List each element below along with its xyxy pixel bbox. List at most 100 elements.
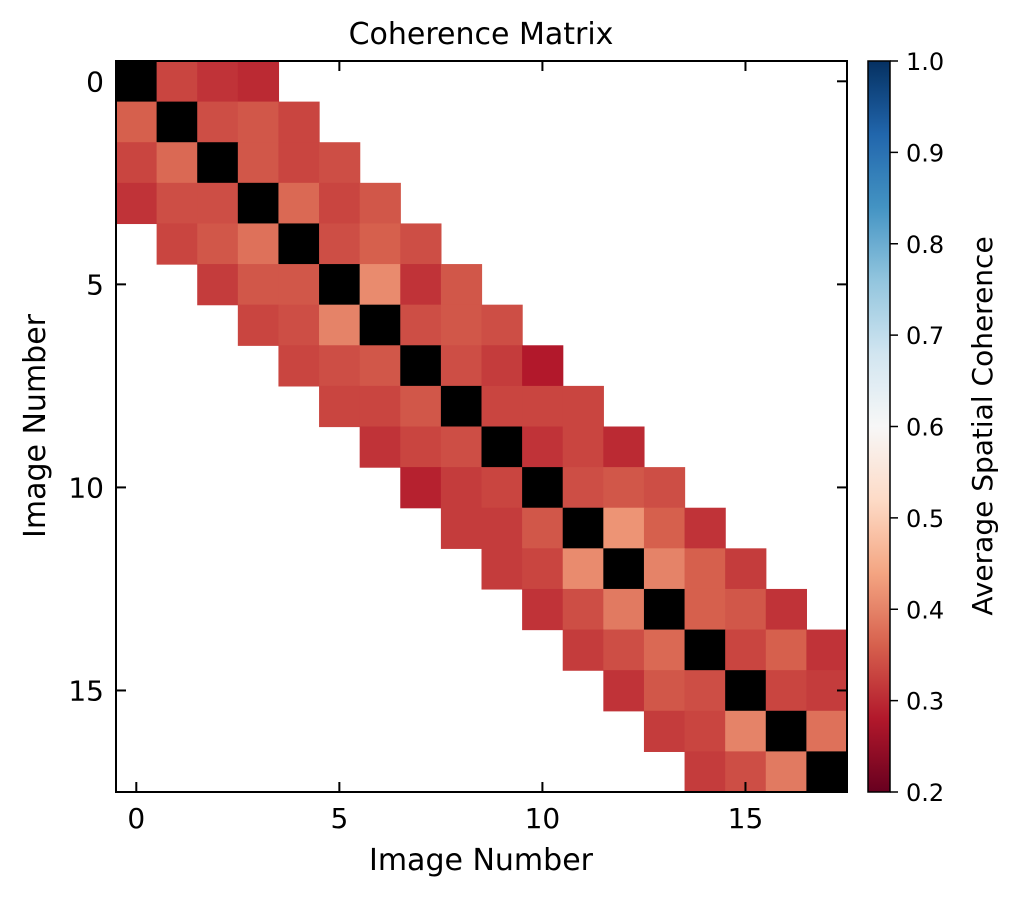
- heatmap-cell: [603, 670, 645, 712]
- colorbar: [867, 60, 891, 793]
- heatmap-cell: [603, 588, 645, 631]
- heatmap-cell: [116, 182, 158, 225]
- heatmap-cell: [562, 588, 604, 631]
- heatmap-cell: [237, 264, 280, 306]
- heatmap-cell: [684, 507, 726, 549]
- heatmap-cell: [725, 629, 767, 671]
- heatmap-cell: [319, 385, 361, 428]
- colorbar-tick-label: 0.2: [906, 779, 944, 807]
- heatmap-cell: [765, 588, 807, 631]
- heatmap-cell: [197, 264, 239, 306]
- heatmap-diagonal-cell: [725, 670, 767, 712]
- chart-title: Coherence Matrix: [349, 17, 614, 52]
- colorbar-tick-label: 0.5: [906, 505, 944, 533]
- heatmap-diagonal-cell: [319, 264, 361, 306]
- y-tick-label: 15: [68, 674, 104, 707]
- heatmap-cell: [603, 467, 645, 509]
- heatmap-cell: [725, 710, 767, 752]
- heatmap-cell: [643, 710, 686, 752]
- heatmap-diagonal-cell: [562, 507, 604, 549]
- heatmap-cell: [359, 385, 401, 428]
- heatmap-cell: [359, 426, 401, 468]
- heatmap-cell: [643, 507, 686, 549]
- heatmap-cell: [440, 304, 483, 346]
- heatmap-cell: [237, 223, 280, 265]
- heatmap-cell: [400, 223, 442, 265]
- axis-ticks: 0 5 10 15 0 5 10 15: [68, 61, 847, 835]
- plot-frame: [115, 60, 848, 793]
- heatmap-cell: [603, 426, 645, 468]
- heatmap-cell: [156, 182, 198, 225]
- heatmap-cell: [725, 548, 767, 590]
- heatmap-cell: [765, 670, 807, 712]
- heatmap-diagonal-cell: [400, 345, 442, 387]
- heatmap-cell: [522, 507, 564, 549]
- heatmap-cell: [278, 142, 320, 184]
- heatmap-cell: [400, 385, 442, 428]
- heatmap-cell: [359, 223, 401, 265]
- colorbar-tick-label: 1.0: [906, 48, 944, 76]
- heatmap-diagonal-cell: [359, 304, 401, 346]
- heatmap-cell: [400, 304, 442, 346]
- heatmap-cell: [684, 751, 726, 793]
- heatmap-cell: [522, 426, 564, 468]
- colorbar-tick-label: 0.8: [906, 231, 944, 259]
- heatmap-diagonal-cell: [643, 588, 686, 631]
- heatmap-cell: [765, 751, 807, 793]
- heatmap-cell: [643, 629, 686, 671]
- heatmap-cell: [806, 710, 848, 752]
- y-tick-label: 5: [86, 268, 104, 301]
- colorbar-tick-label: 0.7: [906, 322, 944, 350]
- heatmap-cell: [197, 61, 239, 103]
- heatmap-cell: [765, 629, 807, 671]
- heatmap-cell: [481, 345, 523, 387]
- x-tick-label: 5: [330, 802, 348, 835]
- heatmap-cell: [359, 182, 401, 225]
- x-axis-label: Image Number: [369, 843, 594, 878]
- heatmap-cell: [237, 101, 280, 143]
- colorbar-ticks: 0.2 0.3 0.4 0.5 0.6 0.7 0.8 0.9 1.0: [890, 48, 944, 807]
- heatmap-cell: [684, 710, 726, 752]
- heatmap-diagonal-cell: [684, 629, 726, 671]
- heatmap-cell: [116, 101, 158, 143]
- heatmap-diagonal-cell: [278, 223, 320, 265]
- heatmap-diagonal-cell: [440, 385, 483, 428]
- heatmap-cell: [400, 467, 442, 509]
- heatmap-cell: [237, 142, 280, 184]
- heatmap-cell: [643, 467, 686, 509]
- heatmap-cell: [278, 345, 320, 387]
- heatmap-cell: [481, 467, 523, 509]
- heatmap-cell: [197, 101, 239, 143]
- heatmap-cell: [400, 264, 442, 306]
- heatmap-cell: [522, 588, 564, 631]
- heatmap-cell: [562, 385, 604, 428]
- heatmap-cell: [643, 670, 686, 712]
- colorbar-tick-label: 0.9: [906, 139, 944, 167]
- colorbar-tick-label: 0.4: [906, 596, 944, 624]
- colorbar-tick-label: 0.3: [906, 688, 944, 716]
- heatmap-cell: [684, 548, 726, 590]
- heatmap-diagonal-cell: [197, 142, 239, 184]
- heatmap-diagonal-cell: [481, 426, 523, 468]
- heatmap-cell: [603, 629, 645, 671]
- heatmap-cell: [562, 548, 604, 590]
- heatmap-cell: [562, 629, 604, 671]
- heatmap-cell: [522, 548, 564, 590]
- heatmap-cell: [643, 548, 686, 590]
- heatmap-cell: [278, 101, 320, 143]
- heatmap-cell: [359, 264, 401, 306]
- heatmap-cell: [725, 588, 767, 631]
- heatmap-cell: [400, 426, 442, 468]
- heatmap-cell: [440, 264, 483, 306]
- heatmap-cell: [440, 426, 483, 468]
- heatmap-diagonal-cell: [765, 710, 807, 752]
- heatmap-cell: [278, 182, 320, 225]
- heatmap-cell: [603, 507, 645, 549]
- y-tick-label: 10: [68, 471, 104, 504]
- heatmap-diagonal-cell: [806, 751, 848, 793]
- heatmap-cell: [156, 223, 198, 265]
- heatmap-cell: [684, 588, 726, 631]
- x-tick-label: 15: [728, 802, 764, 835]
- y-axis-label: Image Number: [18, 313, 53, 538]
- x-tick-label: 10: [525, 802, 561, 835]
